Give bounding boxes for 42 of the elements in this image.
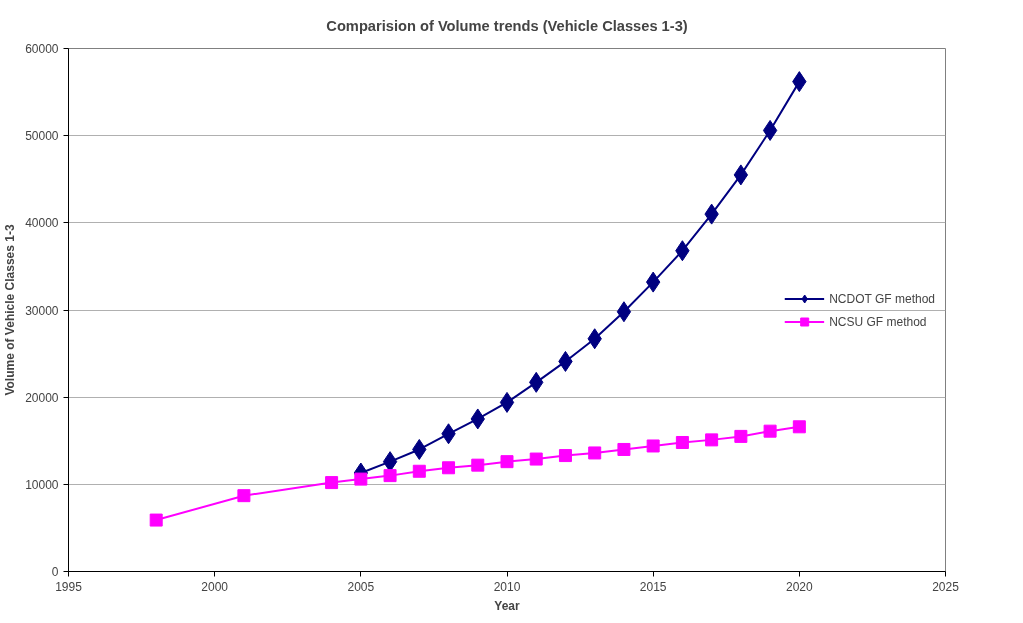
x-tick-label: 2010 bbox=[493, 579, 521, 594]
y-tick-label: 40000 bbox=[25, 216, 59, 231]
legend-label: NCSU GF method bbox=[829, 314, 927, 328]
y-tick-label: 50000 bbox=[25, 129, 59, 144]
x-tick-label: 2005 bbox=[347, 579, 375, 594]
point bbox=[471, 458, 485, 472]
point bbox=[762, 119, 778, 141]
point bbox=[325, 476, 339, 490]
y-tick-label: 10000 bbox=[25, 477, 59, 492]
point bbox=[529, 452, 543, 466]
point bbox=[588, 446, 602, 460]
point bbox=[675, 435, 689, 449]
point bbox=[558, 449, 572, 463]
point bbox=[237, 489, 251, 503]
point bbox=[705, 433, 719, 447]
x-tick-label: 1995 bbox=[55, 579, 83, 594]
point bbox=[734, 429, 748, 443]
x-axis-title: Year bbox=[494, 598, 521, 613]
y-tick-label: 0 bbox=[51, 565, 59, 579]
point bbox=[616, 301, 632, 323]
chart-title: Comparision of Volume trends (Vehicle Classes 1-3) bbox=[326, 17, 688, 34]
point bbox=[383, 469, 397, 483]
point bbox=[763, 424, 777, 438]
point bbox=[646, 439, 660, 453]
x-tick-label: 2025 bbox=[932, 579, 960, 594]
point bbox=[354, 472, 368, 486]
legend-label: NCDOT GF method bbox=[829, 291, 935, 305]
y-tick-label: 30000 bbox=[25, 303, 59, 318]
point bbox=[792, 420, 806, 434]
x-tick-label: 2000 bbox=[201, 579, 229, 594]
point bbox=[500, 455, 514, 469]
point bbox=[412, 464, 426, 478]
y-axis-title: Volume of Vehicle Classes 1-3 bbox=[3, 224, 18, 396]
point bbox=[442, 461, 456, 475]
point bbox=[499, 391, 515, 413]
point bbox=[733, 164, 749, 186]
y-tick-label: 20000 bbox=[25, 390, 59, 405]
x-tick-label: 2020 bbox=[785, 579, 814, 594]
y-tick-label: 60000 bbox=[25, 42, 59, 56]
point bbox=[617, 442, 631, 456]
point bbox=[149, 513, 163, 527]
x-tick-label: 2015 bbox=[639, 579, 667, 594]
